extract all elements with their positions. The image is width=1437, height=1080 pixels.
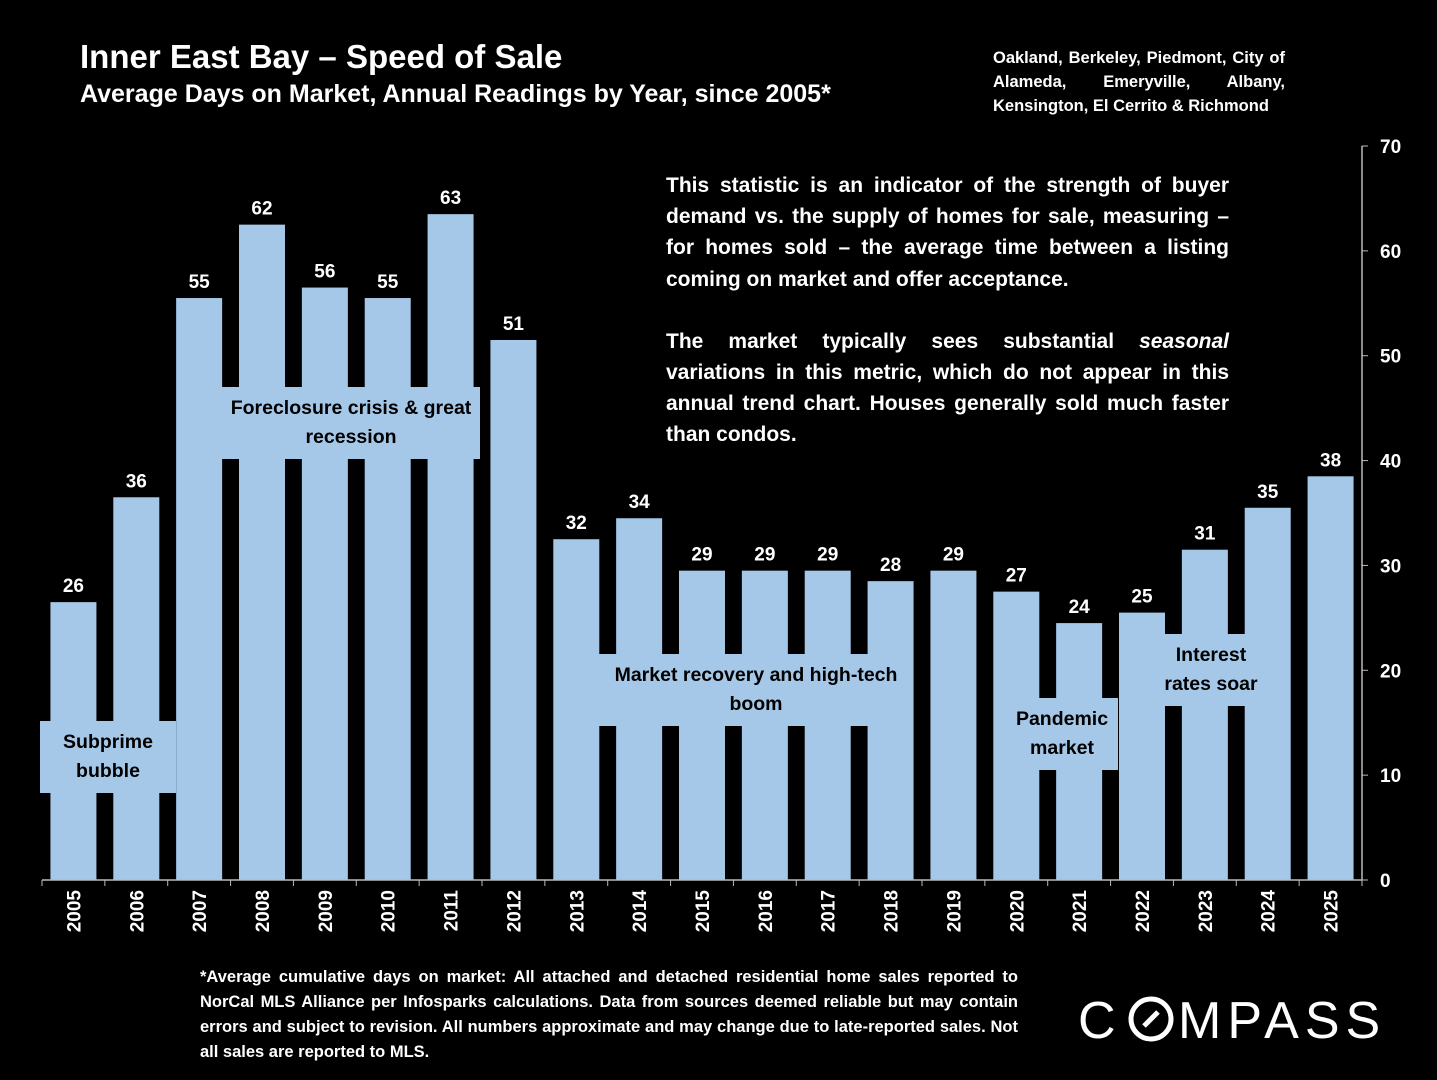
x-tick-label: 2015 bbox=[693, 890, 714, 933]
x-tick-label: 2006 bbox=[127, 890, 148, 932]
x-tick-label: 2020 bbox=[1007, 890, 1028, 932]
annotation-pandemic: Pandemic market bbox=[1006, 698, 1118, 770]
x-tick-label: 2005 bbox=[64, 890, 85, 933]
bar-2008 bbox=[239, 224, 285, 881]
data-label: 56 bbox=[314, 262, 335, 283]
data-label: 29 bbox=[817, 545, 838, 566]
data-label: 55 bbox=[377, 272, 399, 293]
bar-2010 bbox=[364, 298, 411, 880]
x-tick-label: 2008 bbox=[253, 890, 274, 932]
note-text: variations in this metric, which do not … bbox=[666, 361, 1229, 447]
bar-2025 bbox=[1307, 476, 1354, 880]
note-paragraph-2: The market typically sees substantial se… bbox=[666, 326, 1229, 451]
bar-2007 bbox=[176, 298, 223, 880]
bar-2011 bbox=[427, 214, 474, 880]
annotation-foreclosure: Foreclosure crisis & great recession bbox=[222, 387, 480, 459]
data-label: 34 bbox=[629, 492, 651, 513]
x-tick-label: 2013 bbox=[567, 890, 588, 932]
y-tick-label: 50 bbox=[1380, 347, 1401, 368]
annotation-recovery: Market recovery and high-tech boom bbox=[599, 654, 913, 726]
data-label: 29 bbox=[943, 545, 964, 566]
data-label: 35 bbox=[1257, 482, 1279, 503]
data-label: 27 bbox=[1006, 566, 1027, 587]
chart-title: Inner East Bay – Speed of Sale bbox=[80, 38, 563, 75]
x-tick-label: 2022 bbox=[1133, 890, 1154, 932]
x-tick-label: 2019 bbox=[944, 890, 965, 932]
bar-2019 bbox=[930, 570, 977, 880]
x-tick-label: 2018 bbox=[882, 890, 903, 932]
annotation-subprime: Subprime bubble bbox=[40, 721, 176, 793]
data-label: 25 bbox=[1131, 587, 1153, 608]
data-label: 36 bbox=[126, 471, 147, 492]
x-tick-label: 2021 bbox=[1070, 890, 1091, 933]
y-tick-label: 60 bbox=[1380, 242, 1401, 263]
x-tick-label: 2025 bbox=[1322, 890, 1343, 933]
x-tick-label: 2007 bbox=[190, 890, 211, 932]
data-label: 31 bbox=[1194, 524, 1216, 545]
data-label: 62 bbox=[251, 199, 272, 220]
x-tick-label: 2016 bbox=[756, 890, 777, 932]
data-label: 24 bbox=[1069, 597, 1091, 618]
bar-2018 bbox=[867, 581, 914, 880]
chart-subtitle: Average Days on Market, Annual Readings … bbox=[80, 80, 831, 108]
data-label: 38 bbox=[1320, 450, 1341, 471]
note-italic: seasonal bbox=[1139, 329, 1229, 353]
explanation-note: This statistic is an indicator of the st… bbox=[666, 170, 1229, 482]
data-label: 55 bbox=[189, 272, 211, 293]
bar-2023 bbox=[1181, 549, 1228, 880]
data-label: 29 bbox=[754, 545, 775, 566]
data-label: 28 bbox=[880, 555, 901, 576]
data-label: 26 bbox=[63, 576, 84, 597]
x-tick-label: 2012 bbox=[504, 890, 525, 932]
logo-text: C bbox=[1078, 992, 1122, 1050]
bar-2006 bbox=[113, 497, 160, 880]
bar-2009 bbox=[301, 287, 348, 880]
note-paragraph-1: This statistic is an indicator of the st… bbox=[666, 174, 1229, 291]
bar-2013 bbox=[553, 539, 600, 880]
region-list: Oakland, Berkeley, Piedmont, City of Ala… bbox=[993, 49, 1285, 115]
bar-2012 bbox=[490, 339, 537, 880]
data-label: 63 bbox=[440, 188, 461, 209]
y-tick-label: 40 bbox=[1380, 452, 1401, 473]
logo-o-icon bbox=[1128, 996, 1174, 1042]
compass-logo: C MPASS bbox=[1078, 992, 1383, 1050]
annotation-rates: Interest rates soar bbox=[1162, 634, 1260, 706]
data-label: 29 bbox=[691, 545, 712, 566]
x-tick-label: 2024 bbox=[1259, 890, 1280, 933]
y-tick-label: 10 bbox=[1380, 766, 1401, 787]
y-tick-label: 30 bbox=[1380, 556, 1401, 577]
y-tick-label: 70 bbox=[1380, 137, 1401, 158]
x-tick-label: 2011 bbox=[442, 890, 463, 932]
svg-text:MPASS: MPASS bbox=[1178, 992, 1383, 1050]
note-text: The market typically sees substantial bbox=[666, 329, 1140, 353]
data-label: 32 bbox=[566, 513, 587, 534]
x-tick-label: 2009 bbox=[316, 890, 337, 932]
x-tick-label: 2014 bbox=[630, 890, 651, 933]
footnote: *Average cumulative days on market: All … bbox=[200, 968, 1018, 1061]
x-tick-label: 2023 bbox=[1196, 890, 1217, 932]
x-tick-label: 2017 bbox=[819, 890, 840, 932]
x-tick-label: 2010 bbox=[379, 890, 400, 932]
bar-2022 bbox=[1119, 612, 1165, 880]
y-tick-label: 20 bbox=[1380, 661, 1401, 682]
data-label: 51 bbox=[503, 314, 525, 335]
y-tick-label: 0 bbox=[1380, 871, 1391, 892]
